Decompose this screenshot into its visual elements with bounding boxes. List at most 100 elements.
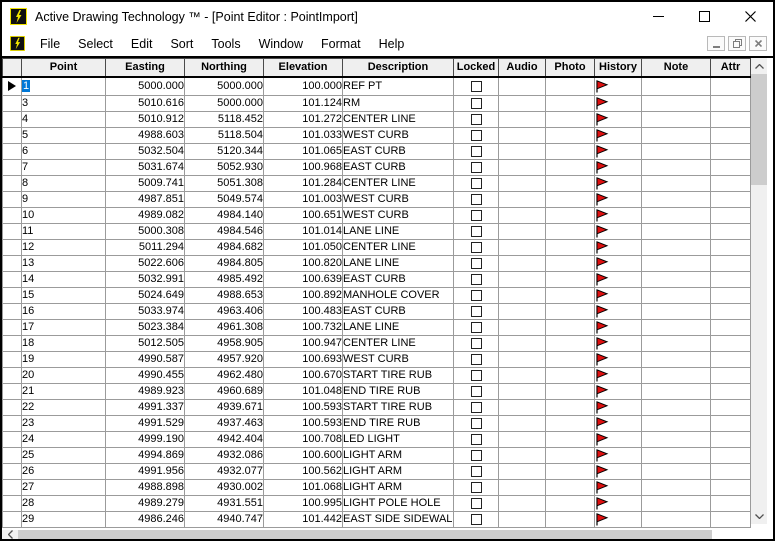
cell-history[interactable] [594,334,642,352]
cell-photo[interactable] [545,94,595,112]
cell-northing[interactable]: 4984.546 [184,222,264,240]
cell-northing[interactable]: 4963.406 [184,302,264,320]
cell-audio[interactable] [498,94,546,112]
cell-audio[interactable] [498,478,546,496]
cell-photo[interactable] [545,76,595,96]
locked-checkbox[interactable] [470,226,482,238]
cell-audio[interactable] [498,174,546,192]
row-selector[interactable] [2,238,22,256]
cell-northing[interactable]: 4942.404 [184,430,264,448]
cell-point[interactable]: 5 [21,126,106,144]
cell-description[interactable]: CENTER LINE [342,174,454,192]
cell-point[interactable]: 21 [21,382,106,400]
locked-checkbox[interactable] [470,370,482,382]
cell-elevation[interactable]: 100.483 [263,302,343,320]
cell-elevation[interactable]: 101.068 [263,478,343,496]
cell-photo[interactable] [545,110,595,128]
cell-locked[interactable] [453,478,499,496]
locked-checkbox[interactable] [470,258,482,270]
cell-northing[interactable]: 4957.920 [184,350,264,368]
cell-attr[interactable] [710,398,751,416]
cell-description[interactable]: START TIRE RUB [342,366,454,384]
cell-easting[interactable]: 5022.606 [105,254,185,272]
cell-description[interactable]: MANHOLE COVER [342,286,454,304]
cell-photo[interactable] [545,478,595,496]
cell-elevation[interactable]: 100.651 [263,206,343,224]
cell-easting[interactable]: 4999.190 [105,430,185,448]
cell-easting[interactable]: 4988.603 [105,126,185,144]
cell-elevation[interactable]: 100.947 [263,334,343,352]
cell-photo[interactable] [545,190,595,208]
cell-northing[interactable]: 5118.452 [184,110,264,128]
cell-photo[interactable] [545,126,595,144]
cell-note[interactable] [641,158,711,176]
row-selector[interactable] [2,286,22,304]
cell-elevation[interactable]: 101.065 [263,142,343,160]
cell-attr[interactable] [710,478,751,496]
menu-item-window[interactable]: Window [258,36,304,51]
cell-photo[interactable] [545,302,595,320]
cell-locked[interactable] [453,302,499,320]
cell-audio[interactable] [498,366,546,384]
cell-elevation[interactable]: 100.693 [263,350,343,368]
cell-easting[interactable]: 4989.082 [105,206,185,224]
cell-audio[interactable] [498,286,546,304]
cell-northing[interactable]: 4961.308 [184,318,264,336]
row-selector[interactable] [2,302,22,320]
row-selector[interactable] [2,334,22,352]
cell-audio[interactable] [498,414,546,432]
cell-description[interactable]: REF PT [342,76,454,96]
cell-history[interactable] [594,222,642,240]
cell-easting[interactable]: 4991.337 [105,398,185,416]
select-all-corner[interactable] [2,58,22,78]
cell-note[interactable] [641,76,711,96]
column-header-note[interactable]: Note [641,58,711,78]
cell-point[interactable]: 6 [21,142,106,160]
cell-photo[interactable] [545,510,595,528]
cell-point[interactable]: 20 [21,366,106,384]
cell-easting[interactable]: 4990.587 [105,350,185,368]
cell-history[interactable] [594,94,642,112]
cell-history[interactable] [594,76,642,96]
cell-note[interactable] [641,462,711,480]
cell-locked[interactable] [453,430,499,448]
column-header-history[interactable]: History [594,58,642,78]
cell-history[interactable] [594,302,642,320]
cell-elevation[interactable]: 101.033 [263,126,343,144]
cell-note[interactable] [641,238,711,256]
cell-history[interactable] [594,414,642,432]
cell-locked[interactable] [453,270,499,288]
row-selector[interactable] [2,318,22,336]
cell-history[interactable] [594,126,642,144]
cell-easting[interactable]: 5000.308 [105,222,185,240]
cell-photo[interactable] [545,158,595,176]
cell-attr[interactable] [710,414,751,432]
cell-description[interactable]: WEST CURB [342,350,454,368]
cell-photo[interactable] [545,254,595,272]
locked-checkbox[interactable] [470,386,482,398]
cell-elevation[interactable]: 101.272 [263,110,343,128]
cell-history[interactable] [594,110,642,128]
cell-point[interactable]: 28 [21,494,106,512]
cell-locked[interactable] [453,110,499,128]
cell-elevation[interactable]: 100.600 [263,446,343,464]
cell-locked[interactable] [453,350,499,368]
cell-description[interactable]: LANE LINE [342,318,454,336]
menu-item-edit[interactable]: Edit [130,36,153,51]
column-header-northing[interactable]: Northing [184,58,264,78]
locked-checkbox[interactable] [470,354,482,366]
cell-photo[interactable] [545,494,595,512]
cell-northing[interactable]: 5049.574 [184,190,264,208]
cell-history[interactable] [594,158,642,176]
cell-note[interactable] [641,174,711,192]
locked-checkbox[interactable] [470,162,482,174]
cell-point[interactable]: 11 [21,222,106,240]
row-selector[interactable] [2,350,22,368]
cell-attr[interactable] [710,302,751,320]
cell-elevation[interactable]: 101.003 [263,190,343,208]
menu-item-help[interactable]: Help [378,36,405,51]
cell-attr[interactable] [710,94,751,112]
cell-northing[interactable]: 5000.000 [184,76,264,96]
locked-checkbox[interactable] [470,210,482,222]
locked-checkbox[interactable] [470,418,482,430]
